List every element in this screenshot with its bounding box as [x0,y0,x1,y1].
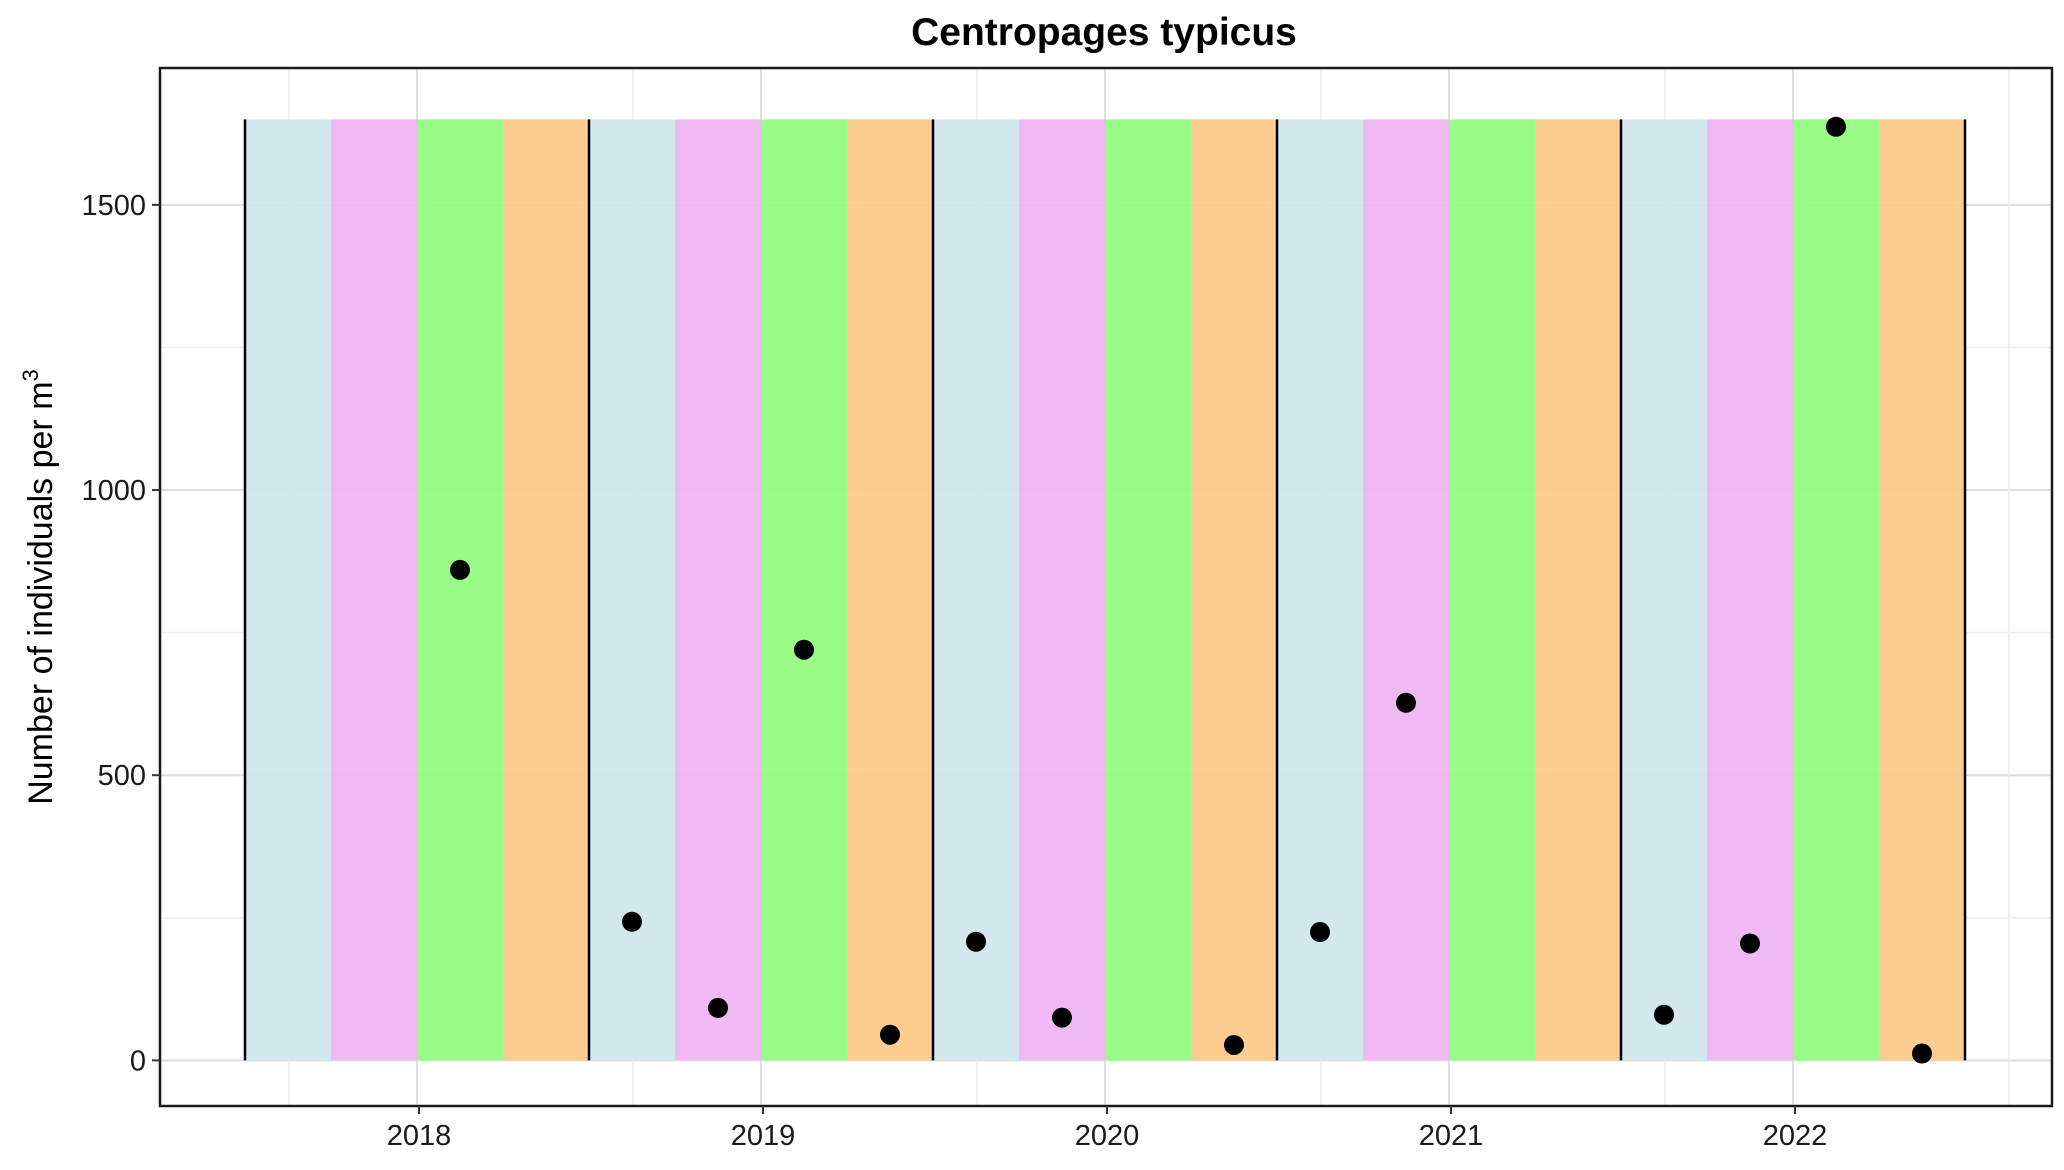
data-point [1912,1043,1932,1064]
data-point [794,639,814,660]
season-band [1019,119,1105,1061]
data-point [1310,922,1330,943]
y-tick-label: 500 [98,760,146,792]
data-point [966,931,986,952]
season-band [1277,119,1363,1061]
data-point [1052,1007,1072,1028]
x-tick-label: 2018 [387,1120,452,1152]
data-point [1224,1034,1244,1055]
y-axis-label: Number of individuals per m3 [18,369,60,805]
data-point [1826,116,1846,137]
data-point [1396,692,1416,713]
x-tick-label: 2020 [1075,1120,1140,1152]
data-point [622,911,642,932]
y-axis-ticks: 0 500 1000 1500 [81,190,160,1077]
season-band [1191,119,1277,1061]
x-axis-ticks: 2018 2019 2020 2021 2022 [387,1106,1828,1152]
data-point [450,559,470,580]
x-tick-label: 2021 [1419,1120,1484,1152]
data-point [1654,1004,1674,1025]
y-tick-label: 1000 [81,475,146,507]
data-point [1740,933,1760,954]
season-band [1105,119,1191,1061]
season-bands [245,119,1965,1061]
season-band [331,119,417,1061]
season-band [245,119,331,1061]
y-tick-label: 0 [130,1045,146,1077]
y-tick-label: 1500 [81,190,146,222]
season-band [675,119,761,1061]
data-points [450,116,1932,1064]
season-band [1879,119,1965,1061]
year-boundaries [243,119,1967,1061]
season-band [761,119,847,1061]
season-band [1535,119,1621,1061]
data-point [880,1024,900,1045]
season-band [1707,119,1793,1061]
chart-title: Centropages typicus [911,11,1297,54]
season-band [503,119,589,1061]
x-tick-label: 2022 [1763,1120,1828,1152]
season-band [1621,119,1707,1061]
season-band [1793,119,1879,1061]
season-band [589,119,675,1061]
x-tick-label: 2019 [731,1120,796,1152]
data-point [708,997,728,1018]
y-axis-label-unit: m [22,381,60,409]
season-band [1449,119,1535,1061]
y-axis-label-text: Number of individuals per [22,419,60,805]
season-band [417,119,503,1061]
season-band [847,119,933,1061]
y-axis-label-exponent: 3 [18,369,43,381]
season-band [1363,119,1449,1061]
season-band [933,119,1019,1061]
